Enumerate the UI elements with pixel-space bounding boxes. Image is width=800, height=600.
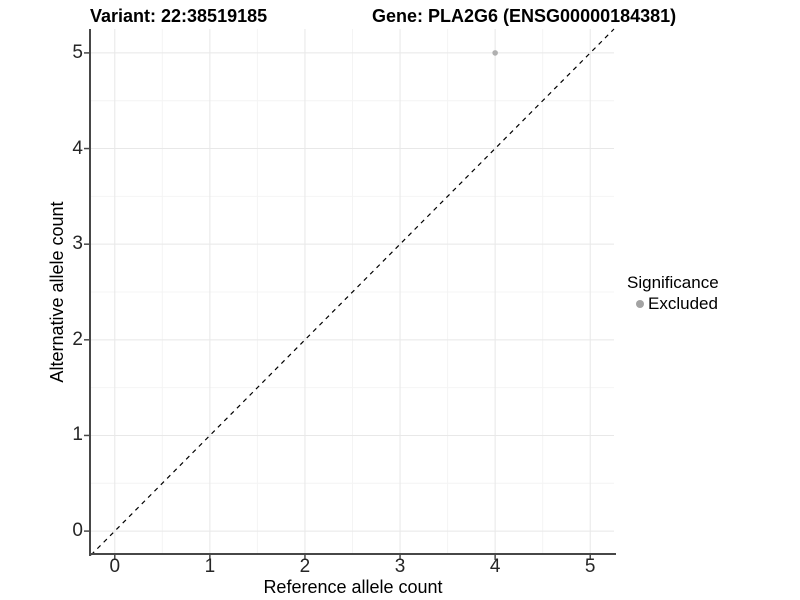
- x-tick-label: 4: [489, 556, 501, 577]
- x-tick-label: 1: [204, 556, 216, 577]
- y-tick-label: 4: [72, 137, 83, 159]
- x-axis-title: Reference allele count: [263, 577, 443, 597]
- x-tick-label: 5: [584, 556, 596, 577]
- y-tick-label: 2: [72, 328, 83, 350]
- y-tick-label: 1: [72, 424, 83, 446]
- x-tick-label: 3: [394, 556, 406, 577]
- legend-title: Significance: [627, 273, 719, 292]
- y-tick-label: 0: [72, 520, 83, 542]
- x-tick-label: 0: [109, 556, 121, 577]
- y-tick-label: 5: [72, 41, 83, 63]
- plot-title-gene: Gene: PLA2G6 (ENSG00000184381): [372, 6, 677, 26]
- legend-item: Excluded: [627, 295, 719, 313]
- plot-title-variant: Variant: 22:38519185: [90, 6, 268, 26]
- x-tick-label: 2: [299, 556, 311, 577]
- y-tick-label: 3: [72, 233, 83, 255]
- y-axis-title: Alternative allele count: [47, 201, 67, 383]
- data-point: [492, 50, 498, 56]
- legend-point-icon: [636, 300, 644, 308]
- legend-item-label: Excluded: [648, 294, 718, 313]
- identity-reference-line: [90, 28, 615, 556]
- legend: Significance Excluded: [627, 273, 719, 313]
